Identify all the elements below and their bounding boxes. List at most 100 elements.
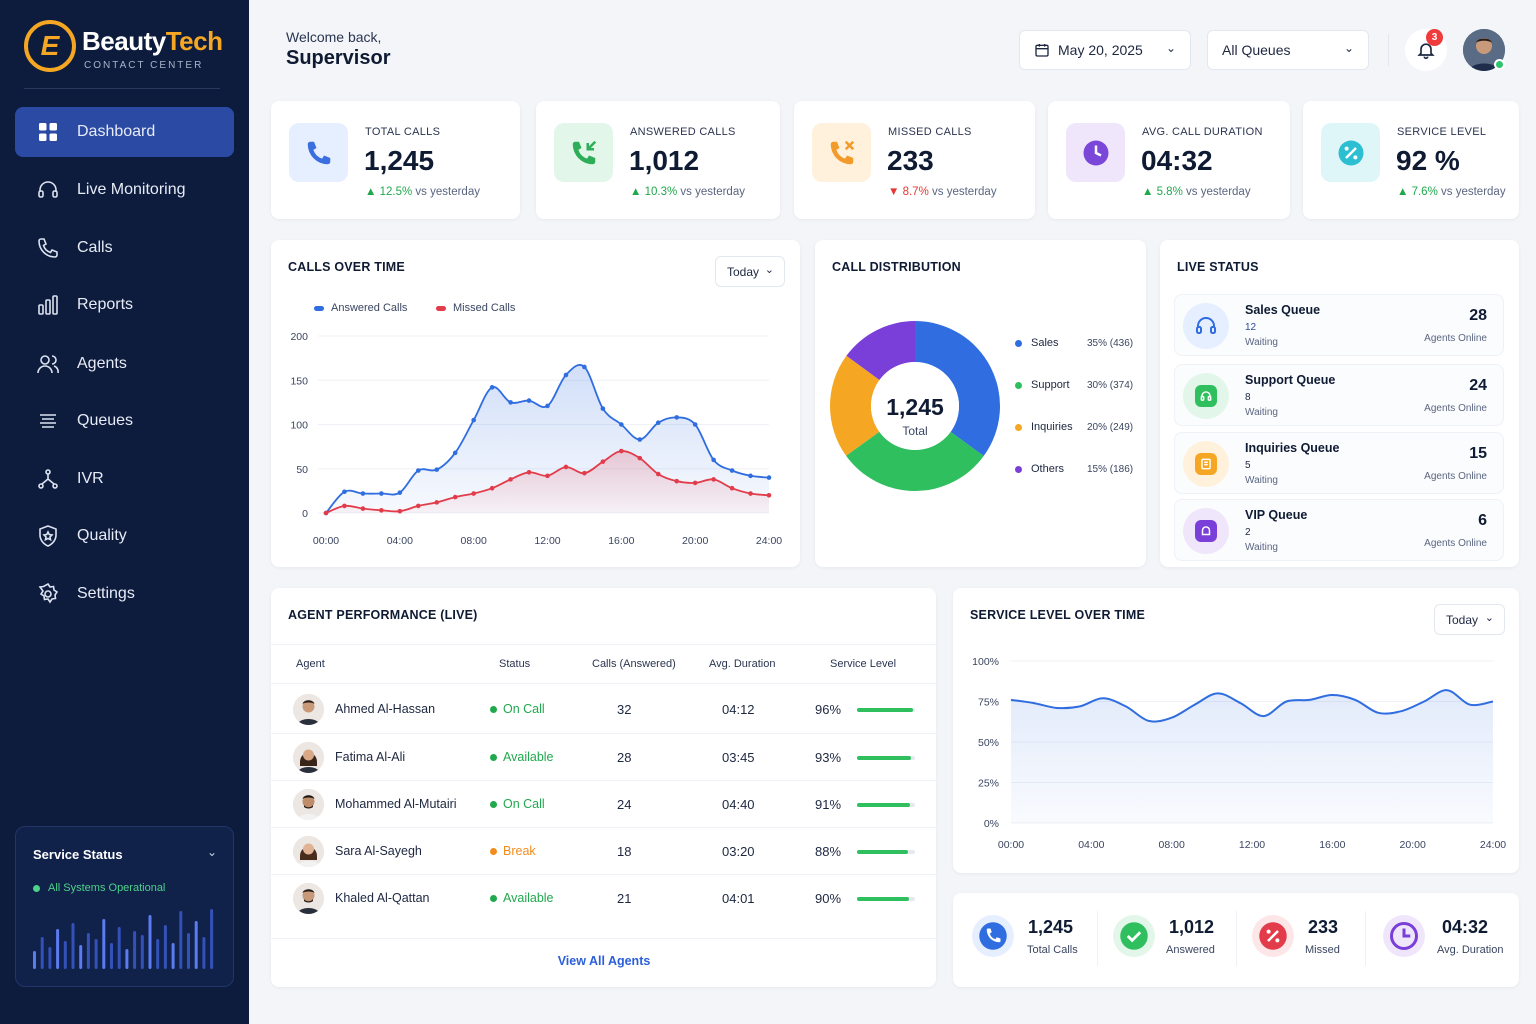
avatar <box>293 836 324 867</box>
brand-name-part1: Beauty <box>82 26 166 56</box>
legend-label: Inquiries <box>1031 421 1073 433</box>
percent-icon <box>1321 123 1380 182</box>
chevron-down-icon: ⌄ <box>1165 41 1176 55</box>
summary-missed[interactable]: 233 Missed <box>1252 911 1352 969</box>
chevron-down-icon[interactable]: ⌄ <box>206 845 217 859</box>
data-point <box>655 420 661 426</box>
table-row[interactable]: Fatima Al-Ali Available 28 03:45 93% <box>271 733 937 780</box>
kpi-card-total-calls[interactable]: TOTAL CALLS 1,245 ▲ 12.5% vs yesterday <box>271 101 520 219</box>
sidebar-item-dashboard[interactable]: Dashboard <box>15 107 234 157</box>
data-point <box>545 403 550 409</box>
service-level-time-filter[interactable]: Today ⌄ <box>1434 604 1505 635</box>
data-point <box>711 477 716 482</box>
sidebar-item-ivr[interactable]: IVR <box>15 454 234 504</box>
kpi-card-answered-calls[interactable]: ANSWERED CALLS 1,012 ▲ 10.3% vs yesterda… <box>536 101 780 219</box>
brand-subtitle: CONTACT CENTER <box>84 60 204 71</box>
queue-item-support[interactable]: Support Queue 8 Waiting 24 Agents Online <box>1174 364 1504 426</box>
service-activity-sparkbars <box>33 909 214 969</box>
queue-agents-label: Agents Online <box>1424 333 1487 344</box>
summary-avg-duration[interactable]: 04:32 Avg. Duration <box>1383 911 1513 969</box>
kpi-card-missed-calls[interactable]: MISSED CALLS 233 ▼ 8.7% vs yesterday <box>794 101 1035 219</box>
phone-icon <box>289 123 348 182</box>
headset-icon <box>1183 303 1229 349</box>
view-all-agents-link[interactable]: View All Agents <box>557 954 651 968</box>
queue-item-sales[interactable]: Sales Queue 12 Waiting 28 Agents Online <box>1174 294 1504 356</box>
x-tick-label: 00:00 <box>998 839 1024 851</box>
sidebar-item-quality[interactable]: Quality <box>15 511 234 561</box>
y-tick-label: 100% <box>972 656 999 668</box>
data-point <box>637 437 643 442</box>
service-status-label: All Systems Operational <box>48 882 166 894</box>
sidebar-item-queues[interactable]: Queues <box>15 396 234 446</box>
queue-filter-select[interactable]: All Queues ⌄ <box>1207 30 1369 70</box>
x-tick-label: 08:00 <box>461 535 487 547</box>
summary-value: 1,245 <box>1028 917 1074 937</box>
donut-slice <box>846 431 984 492</box>
table-row[interactable]: Sara Al-Sayegh Break 18 03:20 88% <box>271 827 937 874</box>
agent-calls: 32 <box>617 702 632 717</box>
queue-agents-count: 15 <box>1469 445 1487 462</box>
queue-filter-value: All Queues <box>1222 42 1291 58</box>
date-picker[interactable]: May 20, 2025 ⌄ <box>1019 30 1191 70</box>
x-tick-label: 24:00 <box>756 535 782 547</box>
sidebar-item-calls[interactable]: Calls <box>15 223 234 273</box>
distribution-legend-sales: Sales 35% (436) <box>1015 337 1135 349</box>
gear-icon <box>15 582 77 606</box>
agent-service-level: 96% <box>815 702 842 717</box>
kpi-card-service-level[interactable]: SERVICE LEVEL 92 % ▲ 7.6% vs yesterday <box>1303 101 1519 219</box>
calls-time-filter[interactable]: Today ⌄ <box>715 256 785 287</box>
column-header-duration[interactable]: Avg. Duration <box>709 658 776 670</box>
sidebar-item-label: Calls <box>77 239 113 256</box>
data-point <box>323 510 329 516</box>
inquiry-icon <box>1183 441 1229 487</box>
column-header-service-level[interactable]: Service Level <box>830 658 897 670</box>
column-header-status[interactable]: Status <box>499 658 531 670</box>
data-point <box>379 508 384 513</box>
summary-answered[interactable]: 1,012 Answered <box>1113 911 1233 969</box>
summary-total-calls[interactable]: 1,245 Total Calls <box>972 911 1092 969</box>
check-icon <box>1113 915 1155 957</box>
donut-center-label: Total <box>902 424 928 438</box>
summary-label: Total Calls <box>1027 944 1078 956</box>
kpi-card-avg-duration[interactable]: AVG. CALL DURATION 04:32 ▲ 5.8% vs yeste… <box>1048 101 1290 219</box>
status-badge: On Call <box>490 797 545 811</box>
data-point <box>600 459 606 464</box>
data-point <box>748 473 753 479</box>
column-header-calls[interactable]: Calls (Answered) <box>592 658 676 670</box>
agent-calls: 24 <box>617 797 632 812</box>
activity-bar <box>210 909 214 969</box>
column-header-agent[interactable]: Agent <box>296 658 325 670</box>
data-point <box>692 422 698 427</box>
queue-item-inquiries[interactable]: Inquiries Queue 5 Waiting 15 Agents Onli… <box>1174 432 1504 494</box>
status-dot <box>490 800 497 808</box>
donut-slice <box>846 321 915 381</box>
sidebar-item-label: Queues <box>77 412 134 429</box>
legend-value: 15% (186) <box>1087 463 1134 475</box>
table-row[interactable]: Ahmed Al-Hassan On Call 32 04:12 96% <box>271 686 937 733</box>
activity-bar <box>56 929 60 969</box>
calls-over-time-chart: 0 50 100 150 200 00:00 04:00 08:00 12:00 16:00 20:… <box>290 331 782 547</box>
sidebar-item-settings[interactable]: Settings <box>15 569 234 619</box>
brand-logo[interactable]: E BeautyTech CONTACT CENTER <box>24 20 234 76</box>
table-row[interactable]: Khaled Al-Qattan Available 21 04:01 90% <box>271 874 937 921</box>
table-row[interactable]: Mohammed Al-Mutairi On Call 24 04:40 91% <box>271 780 937 827</box>
data-point <box>360 506 366 511</box>
service-status-panel[interactable]: Service Status ⌄ All Systems Operational <box>15 826 234 987</box>
series-area <box>1011 690 1493 823</box>
agent-name: Khaled Al-Qattan <box>335 891 430 905</box>
brand-mark-icon: E <box>24 20 76 72</box>
queue-waiting-count: 12 <box>1245 322 1257 333</box>
summary-label: Answered <box>1166 944 1215 956</box>
grid-icon <box>15 120 77 144</box>
series-area <box>326 451 769 513</box>
sidebar-item-agents[interactable]: Agents <box>15 339 234 389</box>
user-avatar[interactable] <box>1463 29 1505 71</box>
legend-label: Sales <box>1031 337 1059 349</box>
x-tick-label: 04:00 <box>1078 839 1104 851</box>
sidebar-item-reports[interactable]: Reports <box>15 280 234 330</box>
queue-item-vip[interactable]: VIP Queue 2 Waiting 6 Agents Online <box>1174 499 1504 561</box>
service-level-bar-fill <box>857 708 913 712</box>
sidebar-item-label: Dashboard <box>77 123 156 140</box>
sidebar-item-live-monitoring[interactable]: Live Monitoring <box>15 165 234 215</box>
queue-waiting-label: Waiting <box>1245 337 1278 348</box>
